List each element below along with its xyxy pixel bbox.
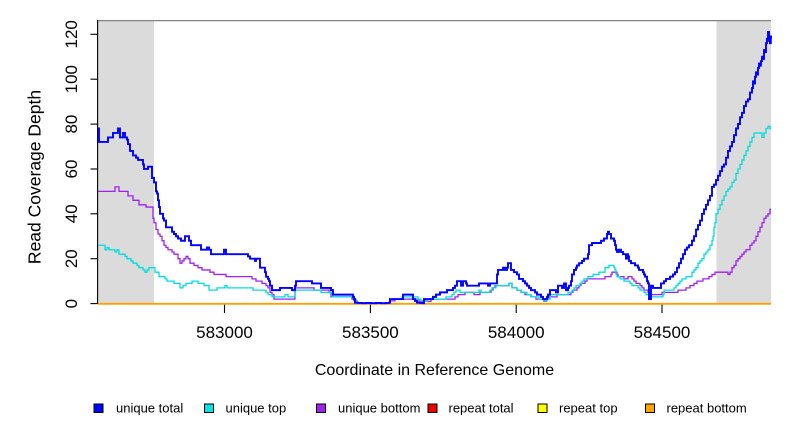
svg-text:583500: 583500 — [342, 323, 399, 342]
svg-text:repeat top: repeat top — [559, 401, 618, 416]
svg-text:100: 100 — [62, 65, 81, 93]
svg-text:584000: 584000 — [488, 323, 545, 342]
svg-text:repeat bottom: repeat bottom — [667, 401, 747, 416]
svg-text:120: 120 — [62, 20, 81, 48]
svg-text:unique top: unique top — [226, 401, 287, 416]
svg-text:unique bottom: unique bottom — [338, 401, 420, 416]
svg-text:80: 80 — [62, 115, 81, 134]
svg-text:Coordinate in Reference Genome: Coordinate in Reference Genome — [315, 362, 554, 379]
svg-text:repeat total: repeat total — [449, 401, 514, 416]
svg-text:0: 0 — [62, 299, 81, 308]
svg-text:60: 60 — [62, 160, 81, 179]
svg-text:unique total: unique total — [116, 401, 183, 416]
svg-text:584500: 584500 — [634, 323, 691, 342]
svg-text:20: 20 — [62, 249, 81, 268]
svg-text:Read Coverage Depth: Read Coverage Depth — [25, 90, 45, 264]
svg-text:583000: 583000 — [196, 323, 253, 342]
svg-text:40: 40 — [62, 204, 81, 223]
